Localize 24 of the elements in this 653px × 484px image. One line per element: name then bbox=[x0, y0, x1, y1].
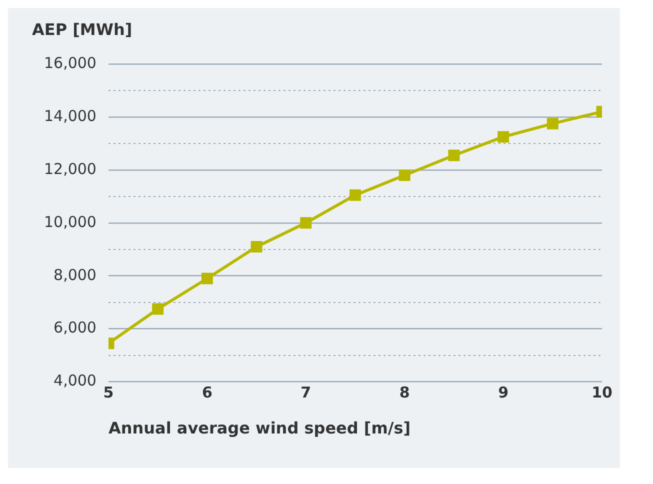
y-tick-label: 10,000 bbox=[44, 212, 96, 231]
x-tick-label: 8 bbox=[399, 384, 410, 402]
x-axis-title: Annual average wind speed [m/s] bbox=[108, 418, 411, 438]
y-tick-label: 6,000 bbox=[54, 318, 96, 337]
y-tick-label: 12,000 bbox=[44, 160, 96, 178]
x-tick-label: 5 bbox=[103, 384, 114, 402]
y-tick-label: 16,000 bbox=[44, 54, 96, 72]
y-tick-label: 4,000 bbox=[54, 372, 96, 390]
point bbox=[546, 118, 558, 130]
point bbox=[152, 303, 164, 315]
x-tick-label: 6 bbox=[202, 384, 212, 402]
x-tick-label: 7 bbox=[300, 384, 312, 402]
point bbox=[498, 131, 510, 143]
point bbox=[300, 217, 312, 229]
x-tick-label: 10 bbox=[592, 384, 612, 402]
point bbox=[398, 169, 410, 181]
y-axis-title: AEP [MWh] bbox=[32, 20, 134, 39]
y-tick-label: 8,000 bbox=[54, 266, 96, 284]
y-tick-label: 14,000 bbox=[44, 106, 96, 125]
x-tick-label: 9 bbox=[498, 384, 509, 402]
point bbox=[250, 240, 262, 252]
point bbox=[201, 272, 213, 284]
point bbox=[448, 150, 460, 162]
point bbox=[350, 189, 361, 201]
